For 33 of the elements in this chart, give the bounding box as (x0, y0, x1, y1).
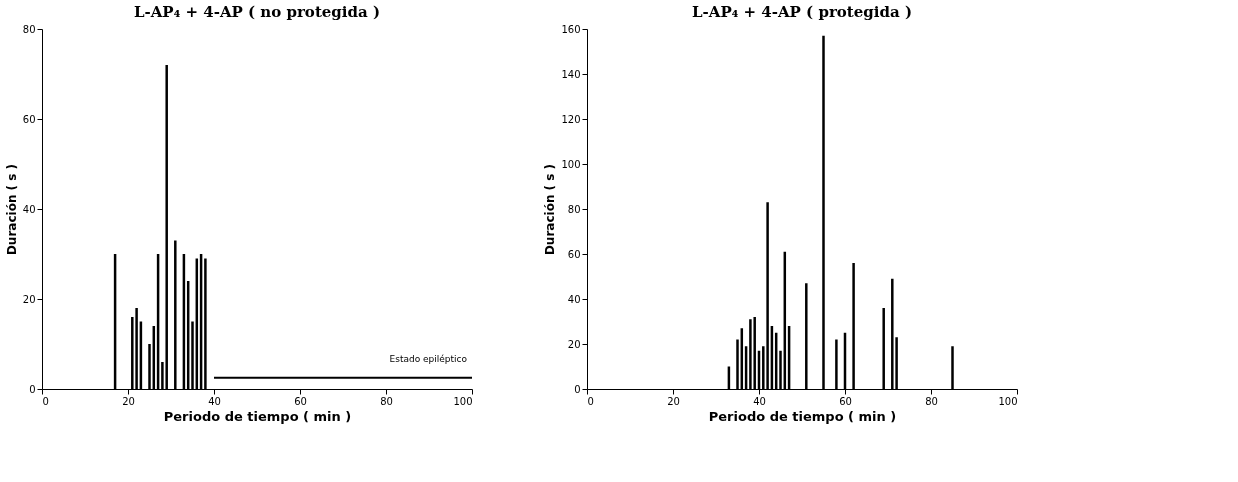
y-tick-label: 60 (567, 248, 581, 260)
chart-title: L-AP₄ + 4-AP ( no protegida ) (133, 3, 381, 21)
x-tick-label: 40 (753, 395, 766, 407)
y-tick-label: 0 (29, 383, 36, 395)
y-tick-label: 20 (22, 293, 36, 305)
y-axis-title: Duración ( s ) (543, 163, 558, 256)
x-tick-label: 0 (42, 395, 49, 407)
y-tick-label: 80 (22, 23, 36, 35)
x-tick-label: 80 (925, 395, 938, 407)
y-tick-label: 40 (567, 293, 581, 305)
x-tick-label: 60 (294, 395, 307, 407)
x-tick-label: 60 (839, 395, 852, 407)
y-tick-label: 0 (574, 383, 581, 395)
y-tick-label: 100 (561, 158, 581, 170)
chart-title: L-AP₄ + 4-AP ( protegida ) (692, 3, 912, 21)
y-tick-label: 40 (22, 203, 36, 215)
x-tick-label: 100 (453, 395, 473, 407)
x-axis-title: Periodo de tiempo ( min ) (163, 408, 352, 424)
y-tick-label: 20 (567, 338, 581, 350)
y-tick-label: 120 (561, 113, 581, 125)
annotation: Estado epiléptico (389, 354, 468, 364)
x-axis-title: Periodo de tiempo ( min ) (708, 408, 897, 424)
y-tick-label: 60 (22, 113, 36, 125)
x-tick-label: 20 (667, 395, 680, 407)
x-tick-label: 40 (208, 395, 221, 407)
y-tick-label: 80 (567, 203, 581, 215)
x-tick-label: 0 (587, 395, 594, 407)
x-tick-label: 100 (998, 395, 1018, 407)
x-tick-label: 20 (122, 395, 135, 407)
y-tick-label: 140 (561, 68, 581, 80)
y-axis-title: Duración ( s ) (4, 163, 19, 256)
x-tick-label: 80 (380, 395, 393, 407)
y-tick-label: 160 (561, 23, 581, 35)
